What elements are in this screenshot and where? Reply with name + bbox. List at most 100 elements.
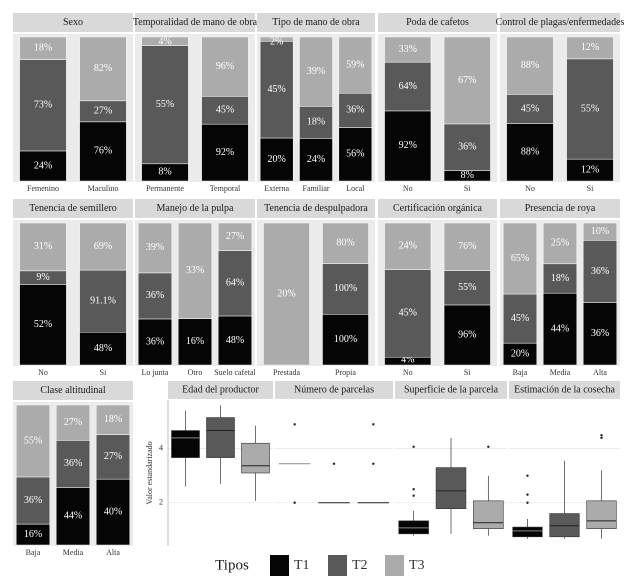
box [586, 500, 617, 529]
bar-segment [384, 222, 432, 270]
panel-title: Número de parcelas [294, 384, 374, 395]
bar-segment [137, 222, 173, 274]
data-label: 18% [307, 117, 325, 128]
box [435, 467, 467, 509]
data-label: 18% [551, 273, 569, 284]
bar-segment [15, 404, 51, 478]
outlier [526, 501, 529, 504]
bar-segment [79, 269, 127, 333]
outlier [487, 445, 490, 448]
data-label: 2% [270, 36, 283, 47]
strip [168, 381, 273, 399]
bar-segment [19, 36, 67, 60]
data-label: 27% [104, 451, 122, 462]
bar-segment [338, 93, 373, 128]
bar-segment [55, 440, 91, 488]
bar-segment [502, 293, 538, 344]
x-tick-label: No [38, 368, 48, 377]
data-label: 69% [94, 241, 112, 252]
data-label: 24% [307, 154, 325, 165]
strip [395, 381, 507, 399]
strip [135, 13, 255, 32]
data-label: 36% [64, 458, 82, 469]
strip [135, 199, 255, 218]
data-label: 39% [146, 242, 164, 253]
data-label: 33% [186, 265, 204, 276]
data-label: 40% [104, 506, 122, 517]
strip [500, 13, 620, 32]
x-tick-label: Baja [26, 548, 41, 557]
panel-title: Tenencia de despulpadora [264, 203, 368, 214]
data-label: 65% [511, 253, 529, 264]
x-tick-label: Si [100, 368, 107, 377]
legend-swatch [385, 555, 404, 576]
legend-title: Tipos [215, 557, 249, 573]
bar-segment [217, 250, 253, 317]
data-label: 27% [64, 417, 82, 428]
outlier [600, 436, 603, 440]
data-label: 91.1% [90, 295, 116, 306]
data-label: 24% [34, 160, 52, 171]
x-tick-label: Lo junta [142, 368, 169, 377]
panel-title: Presencia de roya [525, 203, 596, 214]
outlier [372, 423, 375, 426]
panel-title: Temporalidad de mano de obra [133, 17, 258, 28]
data-label: 82% [94, 63, 112, 74]
data-label: 88% [521, 60, 539, 71]
data-label: 45% [399, 308, 417, 319]
bar-segment [137, 272, 173, 320]
bar-segment [384, 269, 432, 358]
data-label: 12% [581, 164, 599, 175]
bar-segment [177, 318, 213, 366]
data-label: 55% [24, 435, 42, 446]
box [241, 442, 270, 474]
strip [378, 199, 497, 218]
panel-title: Sexo [63, 17, 83, 28]
bar-segment [137, 318, 173, 366]
bar-segment [322, 314, 369, 366]
x-tick-label: Temporal [210, 184, 241, 193]
bar-segment [79, 222, 127, 271]
bar-segment [95, 404, 131, 435]
data-label: 64% [226, 278, 244, 289]
legend-swatch [328, 555, 347, 576]
bar-segment [443, 304, 491, 366]
data-label: 44% [64, 511, 82, 522]
x-tick-label: Femenino [27, 184, 59, 193]
bar-segment [19, 59, 67, 152]
data-label: 36% [346, 105, 364, 116]
data-label: 55% [458, 282, 476, 293]
bar-segment [95, 434, 131, 480]
strip [509, 381, 620, 399]
bar-segment [217, 222, 253, 251]
strip [275, 381, 393, 399]
bar-segment [582, 222, 618, 241]
data-label: 45% [267, 84, 285, 95]
box [171, 430, 200, 458]
bar-segment [338, 127, 373, 182]
panel-title: Certificación orgánica [393, 203, 483, 214]
outlier [526, 493, 529, 496]
bar-segment [384, 110, 432, 182]
box [206, 417, 235, 458]
data-label: 45% [511, 313, 529, 324]
x-tick-label: Propia [335, 368, 356, 377]
legend-label: T3 [409, 558, 425, 573]
data-label: 56% [346, 149, 364, 160]
bar-segment [15, 476, 51, 525]
x-tick-label: Media [550, 368, 571, 377]
data-label: 9% [36, 272, 49, 283]
data-label: 36% [458, 142, 476, 153]
data-label: 76% [94, 146, 112, 157]
data-label: 18% [34, 43, 52, 54]
bar-segment [299, 138, 333, 182]
bar-segment [263, 222, 310, 366]
outlier [372, 462, 375, 466]
panel-title: Manejo de la pulpa [157, 203, 234, 214]
data-label: 44% [551, 323, 569, 334]
strip [257, 199, 375, 218]
bar-segment [55, 487, 91, 546]
bar-segment [201, 123, 249, 182]
